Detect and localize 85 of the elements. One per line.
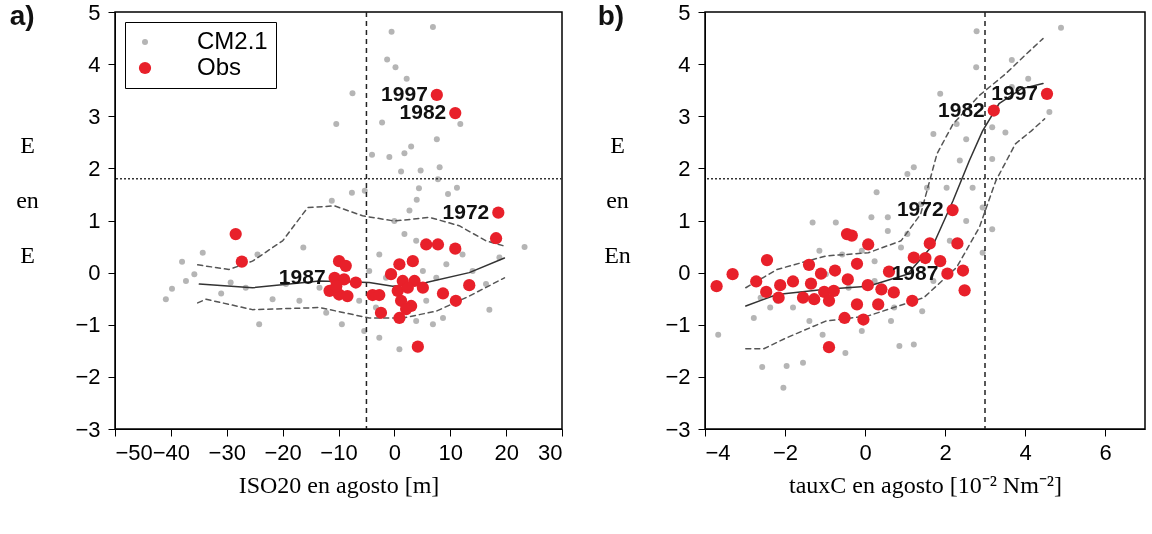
x-axis-title: tauxC en agosto [10⁻² Nm⁻²] bbox=[788, 471, 1063, 498]
y-tick-label: −1 bbox=[75, 312, 101, 338]
point bbox=[958, 284, 971, 297]
y-tick-label: −1 bbox=[665, 312, 691, 338]
point bbox=[850, 298, 864, 311]
point bbox=[822, 294, 836, 307]
x-tick-label: 10 bbox=[438, 439, 463, 465]
point bbox=[956, 264, 970, 277]
y-tick-label: 0 bbox=[678, 260, 691, 286]
x-tick-label: 0 bbox=[859, 439, 872, 465]
y-tick-label: −3 bbox=[75, 416, 101, 442]
point bbox=[919, 251, 932, 265]
point bbox=[772, 291, 785, 304]
y-tick-label: −2 bbox=[75, 364, 101, 390]
point bbox=[941, 267, 954, 280]
annotation: 1972 bbox=[442, 199, 490, 223]
x-axis-title: ISO20 en agosto [m] bbox=[238, 471, 440, 498]
annotation: 1982 bbox=[938, 97, 985, 121]
x-tick-label: −20 bbox=[264, 439, 302, 465]
x-tick-label: 30 bbox=[538, 439, 563, 465]
legend-label: Obs bbox=[197, 53, 242, 80]
legend-label: CM2.1 bbox=[197, 27, 268, 54]
x-tick-label: −10 bbox=[320, 439, 358, 465]
x-tick-label: 20 bbox=[494, 439, 519, 465]
line-series bbox=[745, 118, 1046, 350]
y-tick-label: 5 bbox=[678, 0, 691, 25]
point bbox=[814, 267, 828, 280]
point bbox=[934, 255, 947, 268]
text: E en E bbox=[16, 131, 39, 268]
point bbox=[841, 273, 854, 286]
point bbox=[808, 293, 821, 306]
y-tick-label: 2 bbox=[678, 155, 691, 181]
point bbox=[760, 285, 773, 299]
point bbox=[875, 283, 888, 296]
point bbox=[828, 264, 842, 277]
point bbox=[861, 279, 874, 292]
point bbox=[987, 104, 1000, 117]
x-tick-label: 0 bbox=[388, 439, 401, 465]
point bbox=[726, 268, 739, 281]
annotation: 1972 bbox=[896, 197, 944, 221]
y-tick-label: −2 bbox=[665, 364, 691, 390]
y-tick-label: 1 bbox=[88, 208, 101, 233]
point bbox=[804, 277, 818, 290]
point bbox=[872, 298, 885, 311]
point bbox=[946, 203, 959, 217]
point bbox=[923, 237, 936, 250]
point bbox=[822, 341, 836, 354]
x-tick-label: 4 bbox=[1019, 439, 1032, 465]
x-tick-label: −50 bbox=[115, 439, 153, 465]
y-tick-label: 0 bbox=[88, 260, 101, 286]
point bbox=[796, 291, 810, 304]
x-tick-label: −40 bbox=[152, 439, 191, 465]
chart-title: b) bbox=[597, 0, 625, 31]
point bbox=[786, 275, 800, 288]
y-tick-label: 4 bbox=[88, 51, 101, 77]
point bbox=[760, 254, 774, 267]
point bbox=[774, 279, 787, 292]
point bbox=[907, 251, 920, 264]
point bbox=[827, 284, 840, 297]
point bbox=[838, 311, 851, 325]
y-tick-label: 5 bbox=[88, 0, 101, 25]
chart-title: a) bbox=[9, 0, 35, 31]
x-tick-label: −4 bbox=[705, 439, 731, 465]
x-tick-label: −2 bbox=[772, 439, 799, 465]
point bbox=[802, 258, 816, 271]
point bbox=[710, 280, 723, 293]
x-tick-label: 6 bbox=[1099, 439, 1112, 465]
text: E en En bbox=[604, 131, 631, 268]
point bbox=[906, 294, 919, 307]
y-tick-label: 2 bbox=[88, 155, 101, 181]
point bbox=[951, 237, 964, 250]
point bbox=[887, 286, 900, 299]
point bbox=[1040, 87, 1054, 100]
x-tick-label: −30 bbox=[208, 439, 246, 465]
y-tick-label: 3 bbox=[88, 103, 101, 129]
x-tick-label: 2 bbox=[939, 439, 952, 465]
line-series bbox=[745, 37, 1044, 289]
point bbox=[750, 275, 763, 288]
y-tick-label: 3 bbox=[678, 103, 691, 129]
y-tick-label: 1 bbox=[678, 208, 691, 233]
point bbox=[850, 257, 864, 270]
point bbox=[857, 313, 870, 326]
y-tick-label: −3 bbox=[665, 416, 691, 442]
y-tick-label: 4 bbox=[678, 51, 691, 77]
point bbox=[862, 238, 875, 251]
